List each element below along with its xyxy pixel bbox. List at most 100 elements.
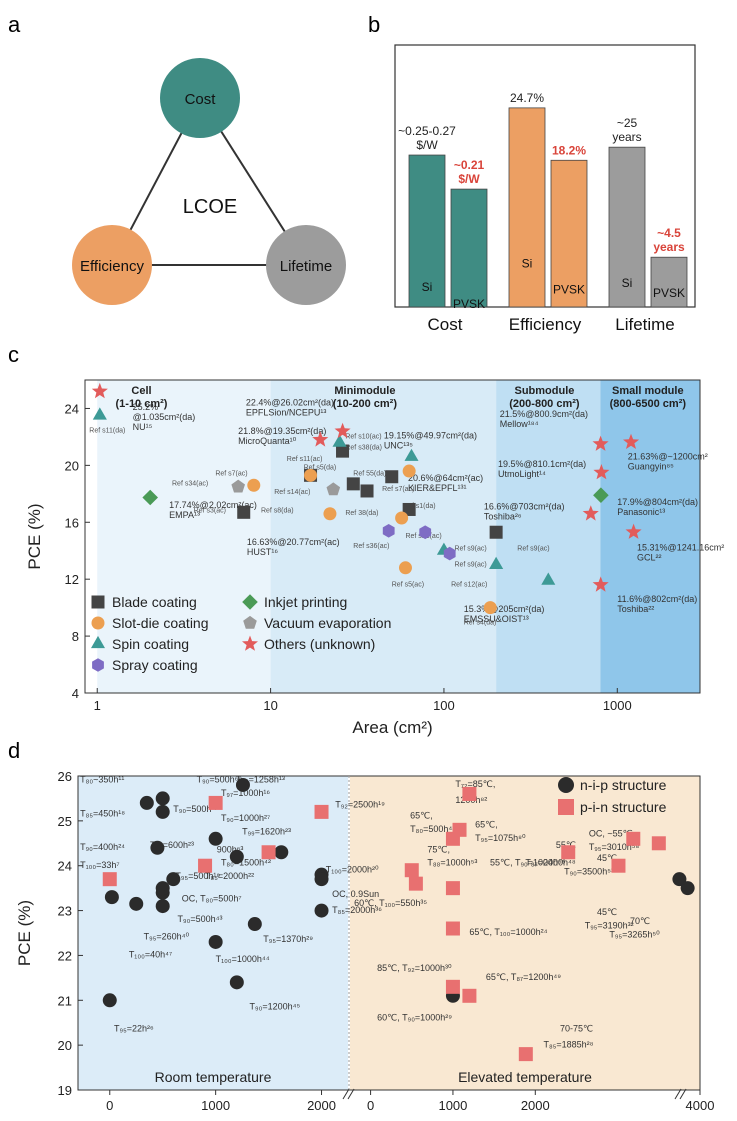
- data-point-circle: [483, 601, 497, 615]
- data-point-square: [360, 484, 374, 498]
- annotation-label: Panasonic¹³: [617, 507, 665, 517]
- data-point-star: [312, 431, 329, 447]
- panel-d: d Room temperature 0 1000 2000 Elevated temp…: [8, 738, 714, 1113]
- size-zone: [270, 380, 497, 693]
- data-point-triangle: [541, 572, 556, 585]
- data-point-circle: [323, 507, 337, 521]
- lifetime-node-label: Lifetime: [280, 258, 333, 275]
- data-point-circle: [680, 881, 695, 896]
- legend-label: Vacuum evaporation: [264, 615, 391, 631]
- x-tick-label: 10: [263, 698, 277, 713]
- legend-label: n-i-p structure: [580, 777, 667, 793]
- y-tick-label: 20: [65, 458, 79, 473]
- ref-label: Ref s9(ac): [454, 546, 486, 553]
- data-point-circle: [129, 896, 144, 911]
- data-point-circle: [139, 795, 154, 810]
- data-point-circle: [229, 849, 244, 864]
- annotation-label: 60℃, T₉₀=1000h²⁹: [377, 1012, 452, 1022]
- annotation-label: T₈₇=2400h⁴⁸: [525, 858, 575, 868]
- x-tick-label: 1000: [603, 698, 632, 713]
- bar-cost-si: [408, 154, 446, 308]
- annotation-label: T₉₅=600h²³: [150, 840, 194, 850]
- y-tick-label: 21: [58, 993, 72, 1008]
- x-tick-label: 2000: [307, 1098, 336, 1113]
- annotation-label: 70℃: [630, 916, 650, 926]
- ref-label: Ref s8(da): [261, 507, 294, 514]
- data-point-square: [314, 804, 329, 819]
- annotation-label: 75℃,: [427, 844, 450, 854]
- panel-a-letter: a: [8, 12, 21, 37]
- data-point-circle: [314, 872, 329, 887]
- ref-label: Ref s11(da): [89, 428, 125, 435]
- bar-name-label: Si: [622, 276, 633, 290]
- annotation-label: T₈₄=1258h¹³: [236, 775, 285, 785]
- y-tick-label: 22: [58, 948, 72, 963]
- data-point-circle: [229, 975, 244, 990]
- annotation-label: 19.15%@49.97cm²(da): [384, 430, 477, 440]
- lifetime-node: [266, 225, 346, 305]
- legend-marker-star: [242, 635, 258, 651]
- data-point-circle: [398, 561, 412, 575]
- annotation-label: T₉₀=500h⁴³: [178, 914, 223, 924]
- x-tick-label: 2000: [521, 1098, 550, 1113]
- annotation-label: 45℃: [597, 907, 617, 917]
- annotation-label: OC, ~55℃: [589, 829, 633, 839]
- y-tick-label: 19: [58, 1083, 72, 1098]
- annotation-label: 55℃, T₉₀=1000h⁵⁵: [490, 858, 566, 868]
- bar-value-label: $/W: [458, 172, 480, 186]
- bar-value-label: years: [612, 130, 641, 144]
- data-point-triangle: [332, 434, 347, 447]
- data-point-star: [625, 523, 642, 539]
- ref-label: Ref s38(da): [345, 445, 382, 452]
- annotation-label: 60℃, T₁₀₀=550h³⁵: [354, 898, 427, 908]
- cost-node: [160, 58, 240, 138]
- data-point-circle: [304, 468, 318, 482]
- annotation-label: T₈₅=2000h³⁶: [332, 905, 382, 915]
- ref-label: Ref 55(da): [353, 470, 386, 477]
- ref-label: Ref s4(da): [464, 620, 497, 627]
- data-point-star: [592, 435, 609, 451]
- data-point-circle: [672, 872, 687, 887]
- legend-label: Others (unknown): [264, 636, 375, 652]
- data-point-circle: [274, 845, 289, 860]
- legend-marker-hexagon: [92, 658, 104, 672]
- bar-value-label: ~0.21: [454, 158, 485, 172]
- temperature-region: [78, 776, 348, 1090]
- annotation-label: 900h⁶³: [217, 844, 244, 854]
- data-point-circle: [155, 881, 170, 896]
- annotation-label: GCL²²: [637, 553, 662, 563]
- bar-value-label: years: [653, 240, 685, 254]
- legend-label: Slot-die coating: [112, 615, 209, 631]
- data-point-hexagon: [443, 546, 456, 561]
- zone-title: Cell: [131, 385, 151, 397]
- annotation-label: 17.9%@804cm²(da): [617, 497, 698, 507]
- annotation-label: 16.6%@703cm²(da): [484, 501, 565, 511]
- bar-lifetime-si: [608, 146, 646, 308]
- lcoe-label: LCOE: [183, 196, 237, 218]
- bar-value-label: 18.2%: [552, 143, 586, 157]
- panel-d-letter: d: [8, 738, 20, 763]
- data-point-square: [208, 795, 223, 810]
- ref-label: Ref s5(da): [304, 465, 337, 472]
- annotation-label: T₈₀=500h⁴²: [410, 824, 455, 834]
- data-point-triangle: [92, 407, 107, 420]
- annotation-label: 16.63%@20.77cm²(ac): [247, 537, 340, 547]
- data-point-square: [445, 979, 460, 994]
- ref-label: Ref s5(ac): [392, 581, 424, 588]
- legend-label: p-i-n structure: [580, 799, 667, 815]
- zone-title: (1-10 cm²): [116, 398, 168, 410]
- data-point-pentagon: [326, 482, 341, 496]
- data-point-circle: [247, 917, 262, 932]
- annotation-label: 21.5%@800.9cm²(da): [500, 409, 588, 419]
- x-tick-label: 1000: [438, 1098, 467, 1113]
- data-point-circle: [208, 831, 223, 846]
- data-point-square: [402, 502, 416, 516]
- annotation-label: T₈₅=1885h²⁸: [544, 1039, 594, 1049]
- annotation-label: T₁₀₀=33h⁷: [80, 860, 120, 870]
- zone-title: Small module: [612, 385, 684, 397]
- ref-label: Ref s1(da): [403, 503, 436, 510]
- data-point-circle: [150, 840, 165, 855]
- annotation-label: 85℃, T₉₂=1000h³⁰: [377, 963, 452, 973]
- bar-value-label: ~25: [617, 116, 638, 130]
- x-tick-label: 4000: [686, 1098, 715, 1113]
